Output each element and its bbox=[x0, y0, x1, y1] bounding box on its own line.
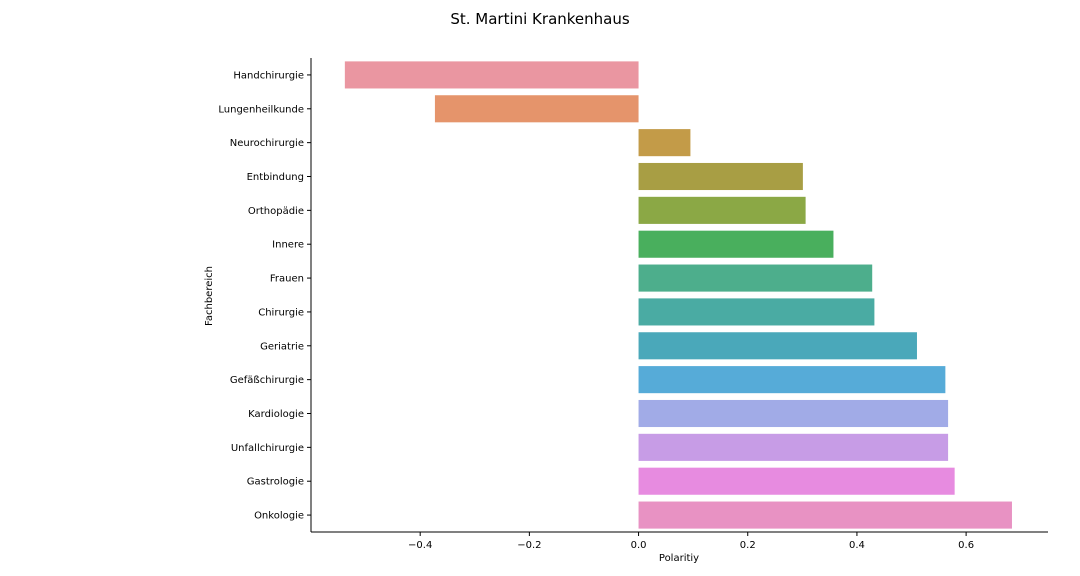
y-tick-label: Handchirurgie bbox=[233, 70, 304, 81]
x-tick-label: 0.4 bbox=[849, 540, 865, 551]
y-tick-label: Chirurgie bbox=[258, 307, 304, 318]
y-tick-label: Lungenheilkunde bbox=[218, 104, 304, 115]
bar-entbindung bbox=[638, 162, 803, 191]
bar-unfallchirurgie bbox=[638, 433, 949, 461]
y-axis-label: Fachbereich bbox=[204, 266, 215, 326]
y-tick-label: Neurochirurgie bbox=[230, 138, 304, 149]
bar-gastrologie bbox=[638, 467, 955, 495]
bar-innere bbox=[638, 230, 834, 258]
x-axis-label: Polaritiy bbox=[659, 553, 699, 564]
bar-frauen bbox=[638, 264, 873, 292]
bar-geriatrie bbox=[638, 332, 917, 360]
y-tick-label: Geriatrie bbox=[260, 341, 304, 352]
bar-chirurgie bbox=[638, 298, 875, 326]
x-tick-label: 0.0 bbox=[631, 540, 647, 551]
y-axis-ticks: Handchirurgie Lungenheilkunde Neurochirurg… bbox=[218, 70, 311, 522]
y-tick-label: Kardiologie bbox=[248, 409, 304, 420]
bar-kardiologie bbox=[638, 399, 949, 428]
bars-layer bbox=[344, 61, 1012, 529]
y-tick-label: Frauen bbox=[270, 274, 304, 285]
y-tick-label: Gefäßchirurgie bbox=[230, 375, 304, 386]
x-tick-label: 0.2 bbox=[740, 540, 756, 551]
bar-gefäßchirurgie bbox=[638, 366, 946, 394]
y-tick-label: Orthopädie bbox=[248, 206, 304, 217]
bar-onkologie bbox=[638, 501, 1012, 529]
x-tick-label: 0.6 bbox=[958, 540, 974, 551]
bar-handchirurgie bbox=[344, 61, 639, 89]
bar-lungenheilkunde bbox=[434, 95, 639, 123]
y-tick-label: Unfallchirurgie bbox=[231, 443, 304, 454]
x-tick-label: −0.4 bbox=[408, 540, 432, 551]
bar-orthopädie bbox=[638, 196, 806, 224]
chart-title: St. Martini Krankenhaus bbox=[450, 10, 630, 28]
y-tick-label: Innere bbox=[272, 240, 304, 251]
bar-neurochirurgie bbox=[638, 129, 691, 157]
y-tick-label: Onkologie bbox=[254, 511, 304, 522]
x-tick-label: −0.2 bbox=[517, 540, 541, 551]
x-axis-ticks: −0.4 −0.2 0.0 0.2 0.4 0.6 bbox=[408, 532, 974, 551]
y-tick-label: Entbindung bbox=[247, 172, 304, 183]
y-tick-label: Gastrologie bbox=[247, 477, 304, 488]
